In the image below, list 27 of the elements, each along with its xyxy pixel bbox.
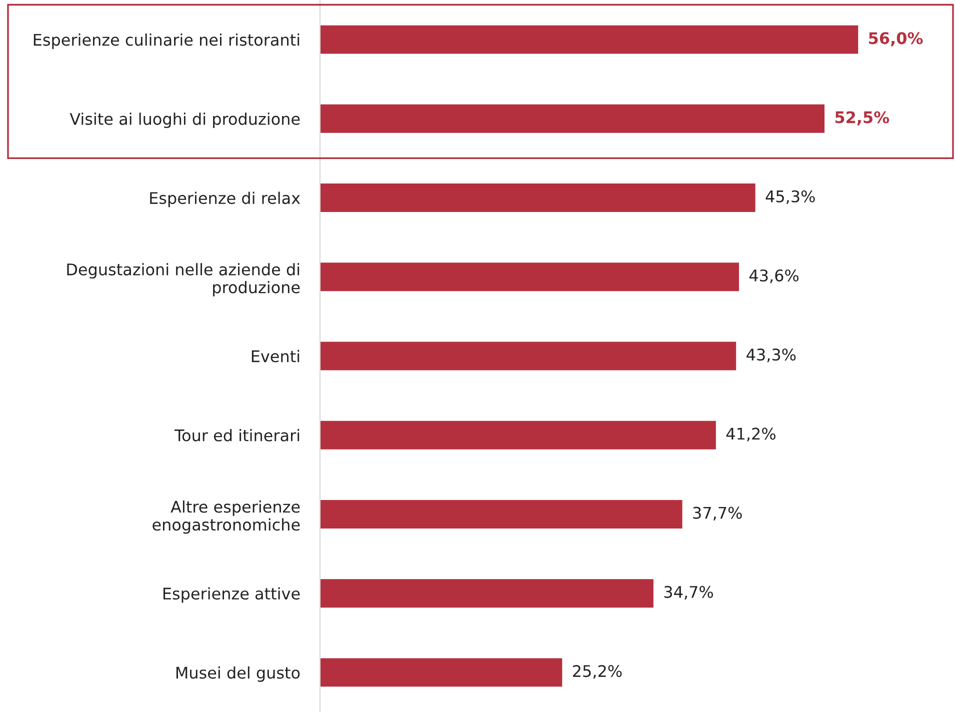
y-tick-label: Musei del gusto	[176, 666, 300, 682]
y-tick-label: Eventi	[252, 350, 300, 362]
y-tick-label: Esperienze attive	[163, 587, 300, 603]
data-label: 45,3%	[766, 190, 815, 204]
y-tick-label: Esperienze culinarie nei ristoranti	[34, 33, 300, 49]
data-label: 52,5%	[835, 111, 890, 126]
data-label: 43,3%	[746, 348, 796, 362]
bar	[320, 104, 824, 133]
data-label: 37,7%	[693, 506, 742, 520]
y-tick-label: Degustazioni nelle aziende di produzione	[67, 263, 300, 296]
bar	[320, 25, 858, 54]
bar	[320, 184, 756, 212]
y-tick-label: Tour ed itinerari	[174, 429, 300, 442]
data-label: 34,7%	[664, 586, 713, 600]
bar	[320, 420, 716, 450]
data-label: 41,2%	[726, 428, 776, 442]
bar	[320, 579, 654, 608]
data-label: 43,6%	[749, 269, 799, 284]
data-label: 56,0%	[869, 32, 923, 46]
bar	[320, 342, 736, 370]
data-label: 25,2%	[573, 664, 622, 679]
y-tick-label: Visite ai luoghi di produzione	[70, 112, 300, 128]
bar	[320, 658, 562, 687]
bar	[320, 500, 682, 528]
bar	[320, 262, 739, 292]
y-tick-label: Altre esperienze enogastronomiche	[152, 500, 300, 534]
y-tick-label: Esperienze di relax	[150, 192, 300, 208]
